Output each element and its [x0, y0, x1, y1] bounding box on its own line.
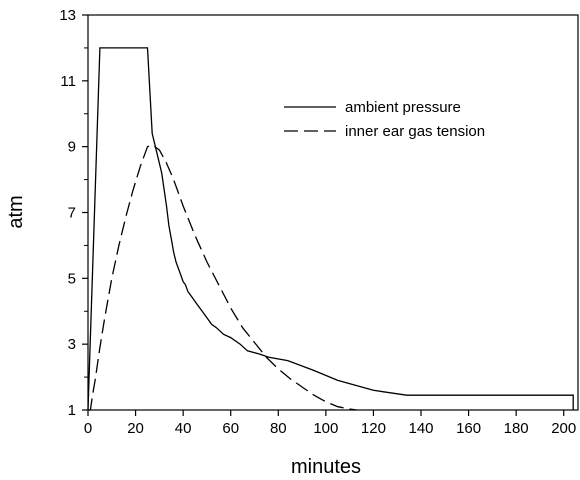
x-tick-label: 60 [222, 420, 239, 437]
series-line-inner-ear-gas-tension [88, 144, 357, 411]
y-tick-label: 9 [68, 139, 76, 156]
legend-label-inner-ear-gas-tension: inner ear gas tension [345, 123, 485, 140]
series-line-ambient-pressure [87, 47, 574, 411]
y-axis-title: atm [5, 195, 27, 228]
y-tick-label: 11 [60, 73, 76, 90]
x-tick-label: 20 [127, 420, 144, 437]
x-tick-label: 160 [456, 420, 481, 437]
x-tick-label: 200 [551, 420, 576, 437]
y-tick-label: 5 [68, 270, 76, 287]
y-tick-label: 1 [68, 402, 76, 419]
y-tick-label: 7 [68, 205, 76, 222]
x-tick-label: 120 [361, 420, 386, 437]
y-tick-label: 3 [68, 336, 76, 353]
x-axis-ticks: 0 20 40 60 80 100 120 140 160 180 200 [84, 410, 576, 437]
x-tick-label: 180 [504, 420, 529, 437]
legend-label-ambient-pressure: ambient pressure [345, 99, 461, 116]
y-tick-label: 13 [59, 7, 76, 24]
x-tick-label: 80 [270, 420, 287, 437]
x-tick-label: 100 [313, 420, 338, 437]
x-tick-label: 40 [175, 420, 192, 437]
series-layer [87, 47, 574, 411]
x-axis-title: minutes [291, 456, 361, 478]
plot-frame [87, 14, 579, 411]
legend: ambient pressure inner ear gas tension [284, 99, 485, 140]
x-tick-label: 0 [84, 420, 92, 437]
x-tick-label: 140 [408, 420, 433, 437]
